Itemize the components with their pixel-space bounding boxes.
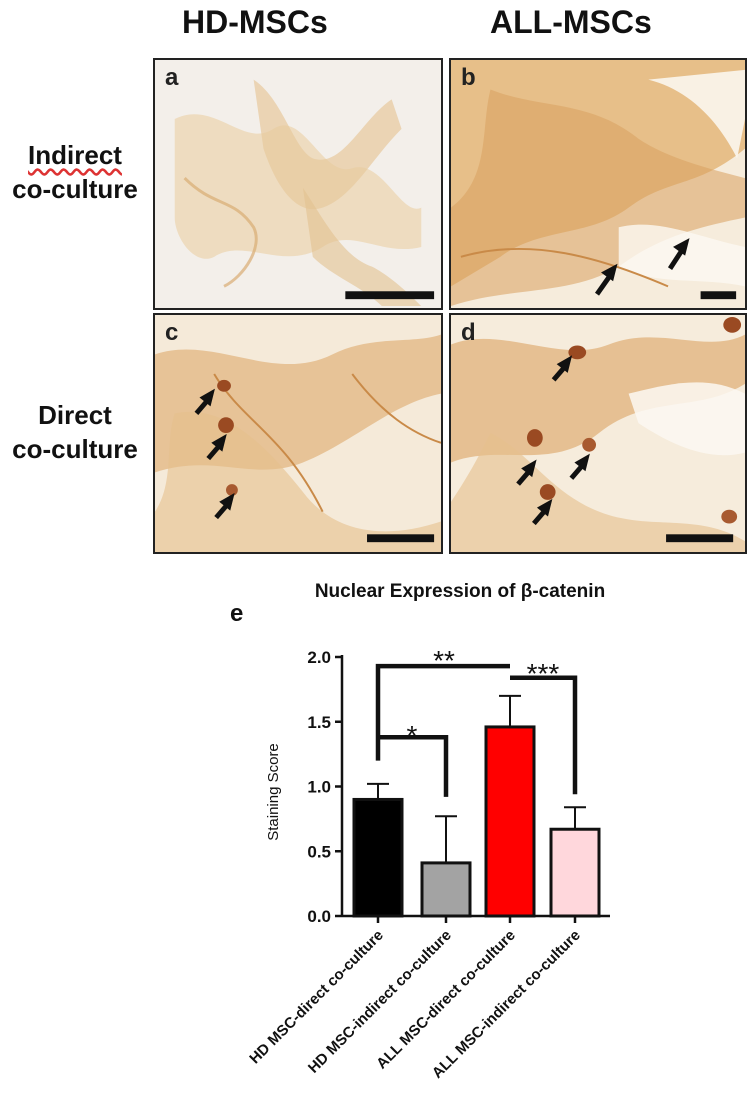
column-title-hd: HD-MSCs	[182, 4, 328, 40]
panel-letter-b: b	[461, 64, 476, 91]
y-tick-label: 2.0	[307, 648, 331, 667]
bar	[549, 827, 601, 918]
significance-label: ***	[527, 658, 560, 689]
scale-bar-a	[345, 291, 435, 300]
y-axis-label: Staining Score	[265, 743, 282, 841]
panel-letter-c: c	[165, 319, 179, 346]
y-tick-label: 0.0	[307, 907, 331, 926]
row-title-indirect-line2: co-culture	[12, 174, 138, 204]
row-title-indirect: Indirect co-culture	[0, 138, 150, 206]
bar-chart: Nuclear Expression of β-catenin Staining…	[246, 581, 610, 1082]
arrow-icon	[194, 388, 235, 520]
column-title-all: ALL-MSCs	[490, 4, 652, 40]
scale-bar-c	[367, 534, 435, 543]
scale-bar-b	[700, 291, 737, 300]
micrograph-panel-c: c	[153, 313, 443, 554]
micrograph-panel-a: a	[153, 58, 443, 310]
y-tick-label: 0.5	[307, 842, 331, 861]
significance-bracket	[510, 675, 578, 795]
micrograph-d-image	[451, 315, 745, 552]
significance-bracket	[378, 735, 449, 797]
panel-letter-a: a	[165, 64, 179, 91]
panel-letter-e: e	[230, 600, 244, 627]
arrow-icon	[516, 355, 590, 526]
micrograph-b-image	[451, 60, 745, 308]
significance-label: *	[407, 720, 418, 751]
significance-bracket	[375, 663, 510, 761]
panel-letter-d: d	[461, 319, 476, 346]
significance-label: **	[433, 645, 455, 676]
row-title-direct: Direct co-culture	[0, 398, 150, 466]
x-tick-label: HD MSC-direct co-culture	[246, 927, 386, 1067]
row-title-indirect-line1: Indirect	[28, 140, 122, 170]
bar	[420, 861, 472, 918]
bar	[484, 725, 536, 918]
scale-bar-d	[666, 534, 734, 543]
chart-title: Nuclear Expression of β-catenin	[315, 581, 605, 602]
y-tick-label: 1.0	[307, 778, 331, 797]
row-title-direct-line2: co-culture	[12, 434, 138, 464]
bar	[352, 797, 404, 918]
x-tick-label: ALL MSC-direct co-culture	[373, 927, 519, 1073]
row-title-direct-line1: Direct	[38, 400, 112, 430]
micrograph-panel-d: d	[449, 313, 747, 554]
micrograph-a-image	[155, 60, 441, 308]
y-tick-label: 1.5	[307, 713, 331, 732]
micrograph-panel-b: b	[449, 58, 747, 310]
micrograph-c-image	[155, 315, 441, 552]
arrow-icon	[594, 238, 690, 296]
